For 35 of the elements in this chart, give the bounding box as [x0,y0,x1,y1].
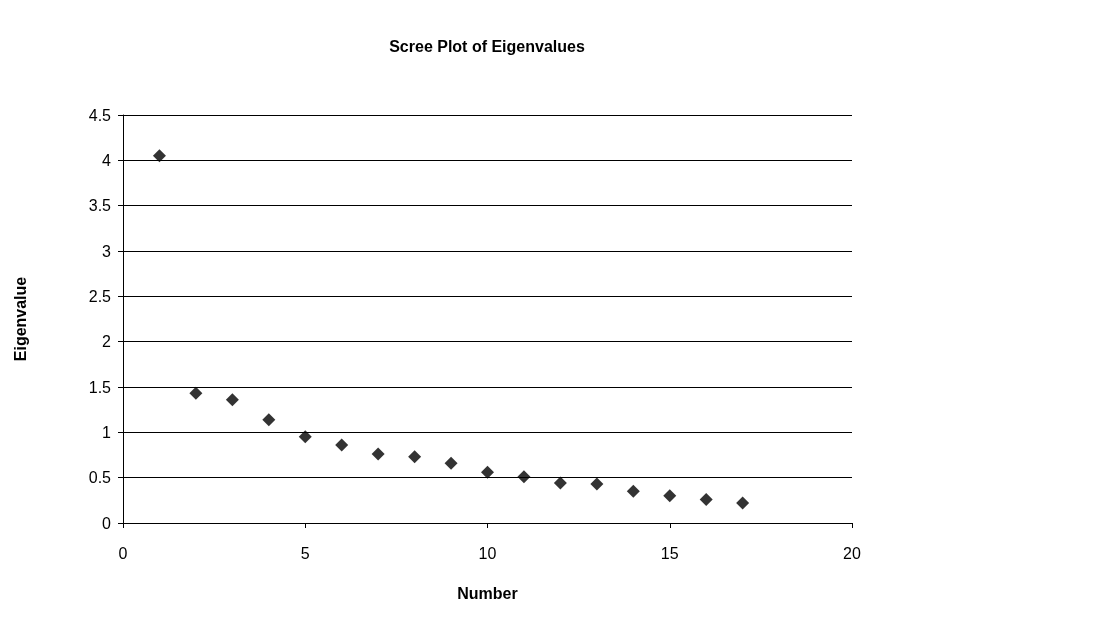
point [517,470,531,484]
y-tick-label: 1.5 [88,378,112,396]
point [626,484,640,498]
y-axis-title: Eigenvalue [11,276,29,362]
y-tick-label: 2 [102,333,112,351]
point [335,438,349,452]
x-tick-label: 10 [478,544,497,562]
point [298,430,312,444]
x-axis-title: Number [457,584,518,602]
point [189,386,203,400]
point [408,450,422,464]
x-tick-label: 15 [660,544,679,562]
point [225,393,239,407]
y-tick-label: 3.5 [88,197,112,215]
x-tick-label: 0 [118,544,128,562]
point [444,456,458,470]
y-tick-label: 4 [102,151,112,169]
point [736,496,750,510]
point [481,465,494,479]
point [553,476,567,490]
point [152,149,166,163]
y-tick-label: 4.5 [88,106,112,124]
y-tick-label: 1 [102,423,112,441]
x-tick-label: 20 [843,544,861,562]
point [699,492,713,506]
point [262,413,276,427]
point [590,477,604,491]
chart-title: Scree Plot of Eigenvalues [389,37,585,55]
point [371,447,385,461]
point [663,489,677,503]
y-tick-label: 3 [102,242,112,260]
y-tick-label: 0 [102,514,112,532]
y-tick-label: 0.5 [88,469,112,487]
y-tick-label: 2.5 [88,287,112,305]
x-tick-label: 5 [300,544,310,562]
